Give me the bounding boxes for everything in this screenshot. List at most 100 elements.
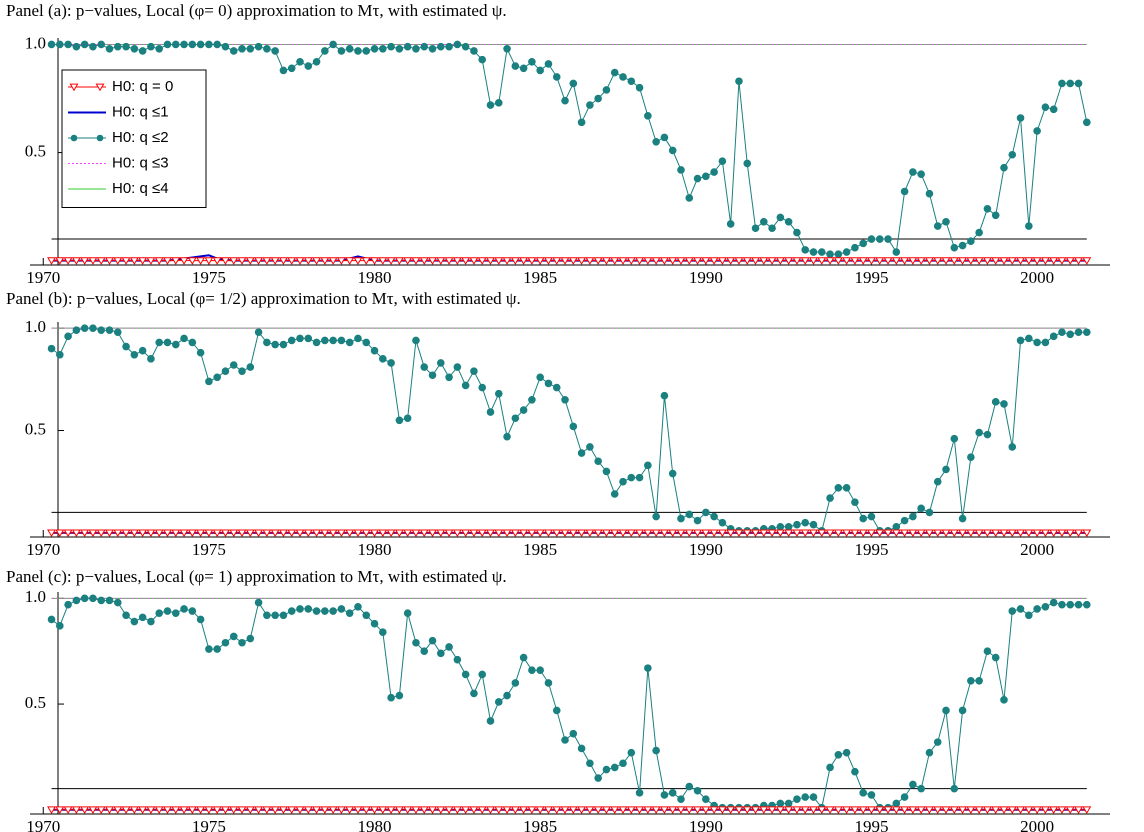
- point: [610, 490, 619, 498]
- point: [652, 746, 660, 755]
- point: [925, 189, 934, 198]
- point: [163, 40, 172, 49]
- point: [793, 520, 801, 529]
- point: [263, 338, 271, 347]
- point: [949, 806, 959, 814]
- legend-text: H0: q ≤3: [112, 154, 169, 171]
- point: [411, 529, 421, 538]
- point: [461, 381, 470, 390]
- legend-marker: [95, 83, 105, 92]
- point: [759, 257, 769, 265]
- point: [701, 529, 711, 538]
- point: [113, 529, 123, 538]
- point: [900, 516, 909, 525]
- point: [892, 799, 901, 808]
- point: [568, 529, 578, 538]
- point: [966, 257, 976, 265]
- legend-text: H0: q ≤4: [112, 180, 169, 197]
- point: [97, 326, 106, 334]
- point: [47, 344, 56, 353]
- point: [386, 806, 396, 814]
- point: [1083, 600, 1091, 609]
- point: [336, 806, 346, 814]
- point: [974, 257, 984, 265]
- point: [412, 336, 420, 345]
- x-tick-label: 1980: [358, 268, 392, 287]
- point: [187, 257, 197, 265]
- point: [527, 806, 537, 814]
- point: [941, 806, 951, 814]
- point: [337, 47, 346, 55]
- legend-text: H0: q = 0: [112, 78, 173, 95]
- point: [784, 522, 793, 531]
- point: [155, 338, 164, 347]
- x-tick-label: 1990: [689, 817, 723, 832]
- point: [809, 529, 818, 538]
- point: [262, 529, 272, 538]
- point: [179, 529, 189, 538]
- point: [188, 40, 197, 49]
- point: [626, 257, 636, 265]
- point: [1074, 257, 1084, 265]
- point: [619, 759, 627, 768]
- point: [999, 529, 1009, 538]
- point: [1082, 806, 1092, 814]
- point: [751, 257, 760, 265]
- point: [64, 40, 72, 49]
- point: [1000, 696, 1008, 704]
- point: [535, 529, 545, 538]
- point: [1008, 443, 1017, 451]
- point: [370, 529, 380, 538]
- point: [543, 806, 553, 814]
- point: [809, 257, 818, 265]
- point: [891, 257, 901, 265]
- point: [453, 363, 462, 371]
- point: [337, 605, 346, 613]
- point: [486, 529, 495, 538]
- point: [610, 763, 619, 772]
- point: [1007, 529, 1017, 538]
- point: [586, 101, 594, 109]
- point: [900, 793, 909, 801]
- point: [279, 340, 288, 349]
- point: [528, 666, 536, 675]
- point: [660, 133, 669, 142]
- point: [478, 55, 487, 64]
- point: [1065, 806, 1075, 814]
- point: [685, 194, 694, 202]
- point: [89, 594, 97, 603]
- point: [113, 806, 123, 814]
- point: [287, 529, 297, 538]
- point: [246, 363, 255, 371]
- point: [146, 257, 156, 265]
- point: [842, 529, 852, 538]
- point: [908, 806, 918, 814]
- point: [237, 806, 247, 814]
- point: [809, 793, 818, 801]
- point: [644, 112, 652, 120]
- point: [478, 383, 487, 392]
- point: [660, 791, 669, 799]
- point: [312, 529, 322, 538]
- point: [768, 224, 776, 233]
- point: [229, 529, 239, 538]
- point: [303, 806, 313, 814]
- point: [760, 217, 768, 226]
- point: [419, 257, 429, 265]
- point: [452, 529, 462, 538]
- point: [924, 257, 934, 265]
- point: [271, 340, 279, 349]
- point: [47, 40, 56, 49]
- point: [63, 806, 73, 814]
- point: [982, 529, 992, 538]
- point: [644, 461, 652, 470]
- point: [138, 47, 147, 55]
- point: [635, 257, 645, 265]
- point: [933, 222, 942, 230]
- point: [354, 603, 362, 611]
- point: [759, 529, 769, 538]
- point: [909, 780, 917, 789]
- point: [295, 257, 305, 265]
- point: [362, 611, 371, 620]
- point: [171, 257, 181, 265]
